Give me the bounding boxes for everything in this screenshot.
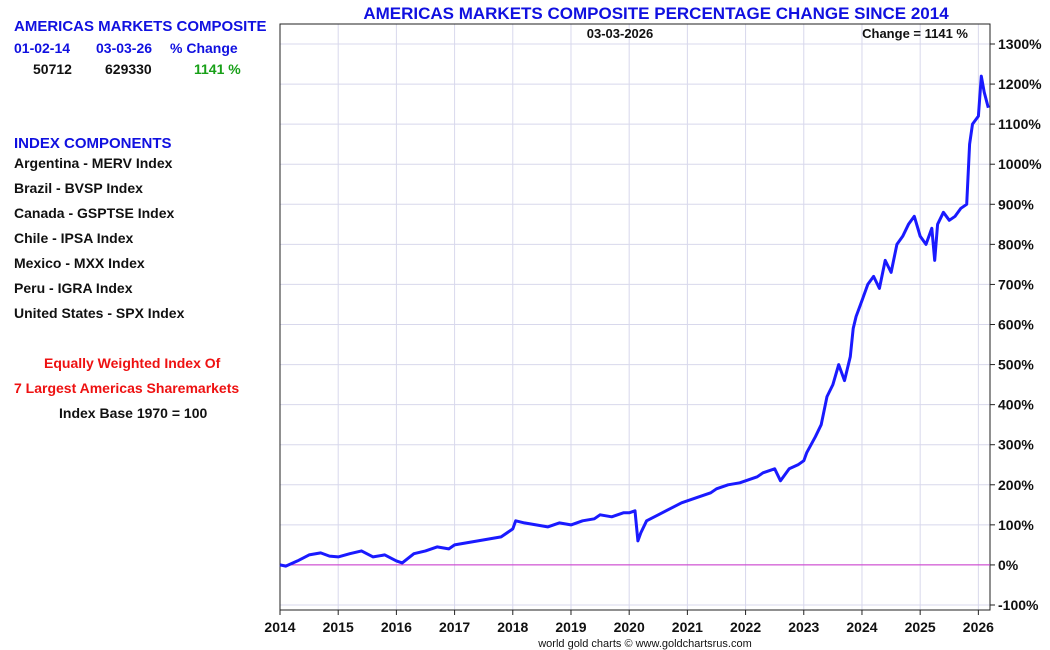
- y-tick-label: 1300%: [998, 36, 1042, 52]
- note-line-2: 7 Largest Americas Sharemarkets: [14, 380, 240, 396]
- note-line-3: Index Base 1970 = 100: [59, 405, 208, 421]
- x-tick-label: 2018: [497, 619, 528, 635]
- components-heading: INDEX COMPONENTS: [14, 135, 172, 152]
- chart-credit: world gold charts © www.goldchartsrus.co…: [537, 638, 752, 650]
- summary-col-start: 01-02-14: [14, 40, 71, 56]
- x-tick-label: 2022: [730, 619, 761, 635]
- component-item: Argentina - MERV Index: [14, 155, 173, 171]
- y-tick-label: 0%: [998, 557, 1019, 573]
- x-tick-label: 2017: [439, 619, 470, 635]
- chart-title: AMERICAS MARKETS COMPOSITE PERCENTAGE CH…: [363, 4, 949, 23]
- chart-grid: [279, 24, 990, 610]
- summary-value-start: 50712: [33, 61, 72, 77]
- y-tick-label: 500%: [998, 357, 1034, 373]
- x-tick-label: 2025: [905, 619, 936, 635]
- y-tick-label: -100%: [998, 597, 1039, 613]
- y-tick-label: 1200%: [998, 76, 1042, 92]
- summary-value-change: 1141 %: [194, 61, 241, 77]
- summary-col-end: 03-03-26: [96, 40, 153, 56]
- y-tick-label: 1100%: [998, 116, 1041, 132]
- x-axis: 2014 2015 2016 2017 2018 2019 2020 2021 2022 2023…: [264, 610, 994, 635]
- component-item: Brazil - BVSP Index: [14, 180, 143, 196]
- summary-title: AMERICAS MARKETS COMPOSITE: [14, 18, 267, 35]
- y-tick-label: 900%: [998, 196, 1034, 212]
- component-item: United States - SPX Index: [14, 305, 185, 321]
- chart-change-label: Change = 1141 %: [862, 26, 968, 41]
- x-tick-label: 2026: [963, 619, 994, 635]
- y-tick-label: 100%: [998, 517, 1034, 533]
- x-tick-label: 2021: [672, 619, 703, 635]
- x-tick-label: 2023: [788, 619, 819, 635]
- y-tick-label: 400%: [998, 397, 1034, 413]
- note-line-1: Equally Weighted Index Of: [44, 355, 221, 371]
- component-item: Mexico - MXX Index: [14, 255, 145, 271]
- y-axis: 1300% 1200% 1100% 1000% 900% 800% 700% 600% 500%…: [990, 36, 1042, 613]
- component-item: Canada - GSPTSE Index: [14, 205, 175, 221]
- x-tick-label: 2016: [381, 619, 412, 635]
- component-item: Chile - IPSA Index: [14, 230, 134, 246]
- summary-value-end: 629330: [105, 61, 152, 77]
- y-tick-label: 800%: [998, 236, 1034, 252]
- x-tick-label: 2015: [323, 619, 354, 635]
- summary-col-change: % Change: [170, 40, 238, 56]
- plot-frame: [279, 23, 991, 611]
- component-item: Peru - IGRA Index: [14, 280, 133, 296]
- y-tick-label: 1000%: [998, 156, 1042, 172]
- x-tick-label: 2020: [614, 619, 645, 635]
- y-tick-label: 200%: [998, 477, 1034, 493]
- x-tick-label: 2019: [555, 619, 586, 635]
- chart-date-label: 03-03-2026: [587, 26, 654, 41]
- x-tick-label: 2024: [846, 619, 877, 635]
- series-line: [279, 74, 990, 568]
- y-tick-label: 600%: [998, 317, 1034, 333]
- y-tick-label: 700%: [998, 276, 1034, 292]
- x-tick-label: 2014: [264, 619, 295, 635]
- y-tick-label: 300%: [998, 437, 1034, 453]
